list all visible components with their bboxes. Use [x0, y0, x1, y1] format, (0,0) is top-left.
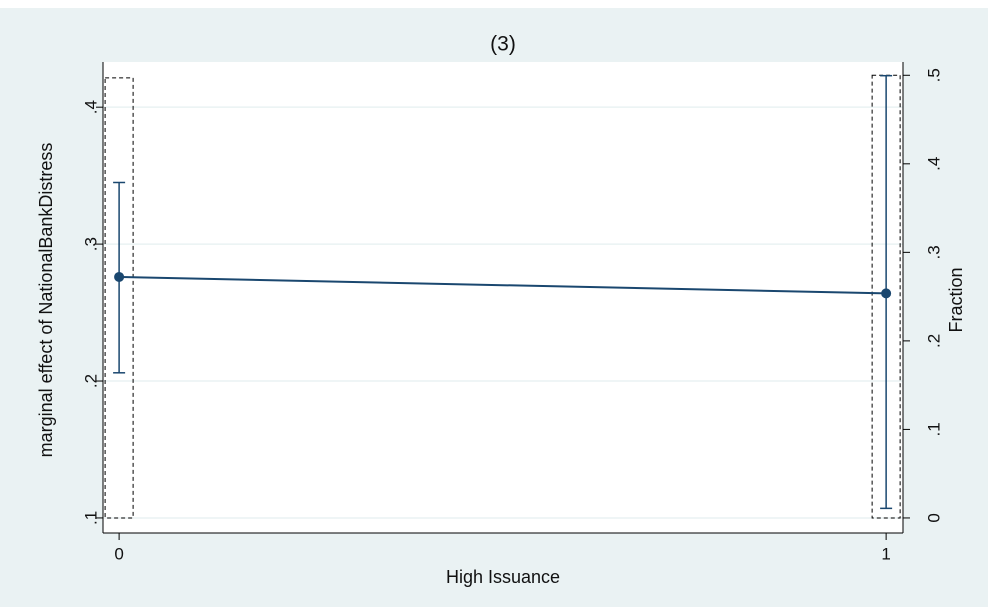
y-tick-label: .1	[81, 511, 100, 525]
x-tick-label: 1	[881, 544, 890, 563]
y-tick-label: .2	[81, 374, 100, 388]
chart-title: (3)	[490, 33, 516, 56]
y2-tick-label: .5	[924, 68, 943, 82]
y2-tick-label: .4	[924, 157, 943, 171]
y2-tick-label: .2	[924, 334, 943, 348]
point	[114, 271, 125, 282]
x-axis-title: High Issuance	[446, 567, 560, 587]
plot-area	[103, 62, 903, 533]
y-tick-label: .4	[81, 100, 100, 114]
y-tick-label: .3	[81, 237, 100, 251]
y-axis-title: marginal effect of NationalBankDistress	[36, 143, 56, 458]
y2-tick-label: .1	[924, 422, 943, 436]
y2-tick-label: 0	[924, 513, 943, 522]
y2-tick-label: .3	[924, 245, 943, 259]
histogram-bar	[104, 77, 134, 519]
y2-axis-title: Fraction	[946, 267, 966, 332]
point	[881, 288, 892, 299]
x-tick-label: 0	[114, 544, 123, 563]
line	[119, 275, 887, 295]
